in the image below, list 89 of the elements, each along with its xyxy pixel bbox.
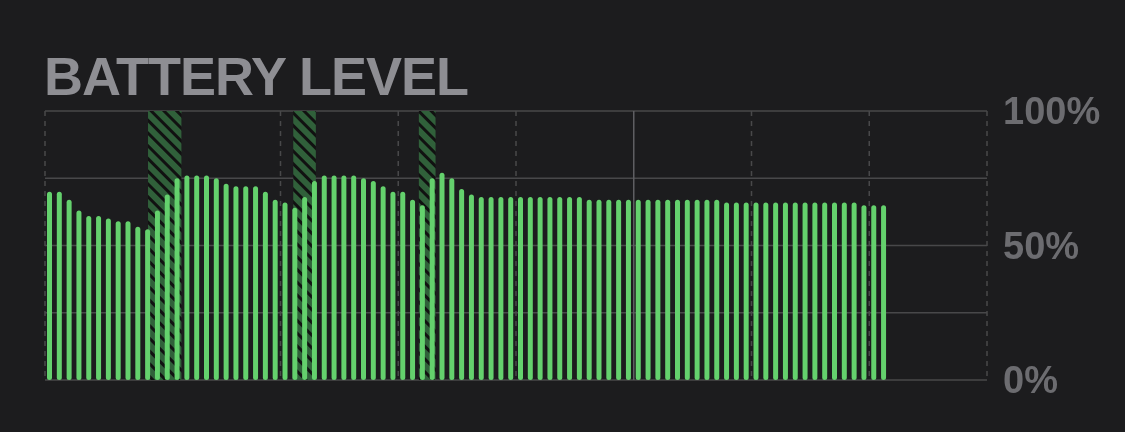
bar [518,197,523,380]
bar [851,202,857,380]
bar [321,175,327,380]
bar [557,197,563,380]
bar [302,197,308,380]
bar [96,215,102,380]
y-tick-label: 50% [1003,224,1080,267]
bar [419,205,425,380]
bar [145,229,151,380]
bar [498,197,504,380]
bar [154,210,160,380]
bar [537,197,543,380]
bar [547,197,553,380]
bar [694,199,700,380]
bar [341,175,347,380]
bar [125,221,131,380]
bar [459,189,465,380]
y-tick-label: 0% [1003,359,1058,402]
bar [802,202,808,380]
chart-title: BATTERY LEVEL [44,46,469,106]
bar [743,202,749,380]
bar [400,191,406,380]
bar [841,202,847,380]
bar [311,180,317,380]
bar [233,186,239,380]
bar [468,194,474,380]
bar [429,178,435,380]
bar [370,180,376,380]
bar [763,202,769,380]
bar [616,199,622,380]
bar [253,186,259,380]
bar [508,197,514,380]
bar [724,202,730,380]
bar [881,205,887,380]
bar [282,202,288,380]
bar [213,178,219,380]
bar [351,175,357,380]
bar [380,186,386,380]
bar [665,199,671,380]
bar [773,202,779,380]
bar [135,226,141,380]
bar [174,178,180,380]
bar [164,194,170,380]
bar [86,215,92,380]
bar [66,199,72,380]
bar [675,199,680,380]
bar [861,205,867,380]
bar [390,191,396,380]
bar [832,202,837,380]
bar [194,175,200,380]
bar [596,199,602,380]
bar [714,199,720,380]
bar [76,210,82,380]
bar [753,202,759,380]
bar [625,199,631,380]
bar [47,191,52,380]
bar [292,207,298,380]
bar [204,175,209,380]
bar [478,197,484,380]
bar [792,202,798,380]
bar [684,199,690,380]
bar [56,191,62,380]
bar [115,221,121,380]
bar [655,199,661,380]
bar [704,199,710,380]
bar [105,218,111,380]
bar [184,175,190,380]
bar [871,205,877,380]
bar [331,175,337,380]
bar [449,178,455,380]
bar [635,199,641,380]
bar [272,199,278,380]
bar [645,199,651,380]
y-tick-label: 100% [1003,90,1101,133]
bar [439,172,445,380]
bar [576,197,582,380]
bar [733,202,739,380]
bar [567,197,573,380]
bar [527,197,533,380]
bar [223,183,229,380]
bar [606,199,612,380]
bar [262,191,268,380]
bar [822,202,828,380]
bar [361,178,366,380]
bar [243,186,249,380]
bar [586,199,592,380]
bar [488,197,494,380]
bar [812,202,818,380]
bar [782,202,788,380]
